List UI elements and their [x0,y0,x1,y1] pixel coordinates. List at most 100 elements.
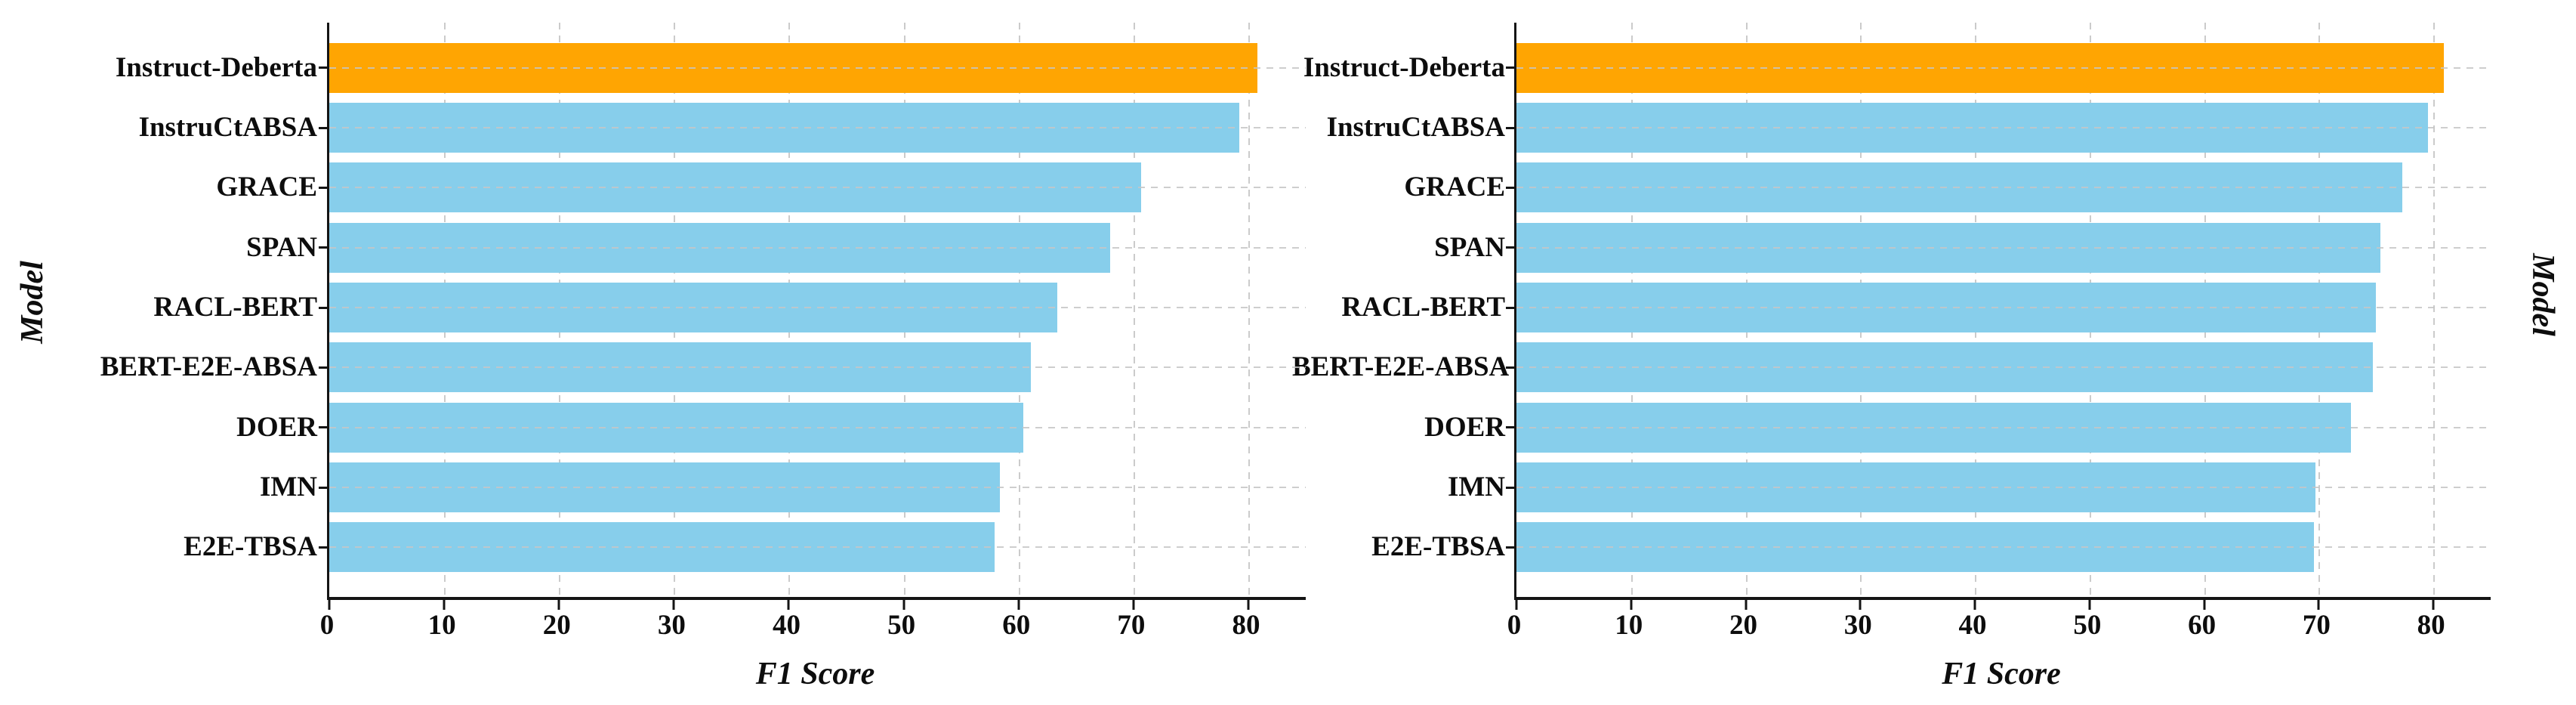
vertical-gridline [1133,23,1135,597]
y-tick-mark [319,366,327,369]
y-axis-tick-labels: Instruct-Deberta InstruCtABSA GRACE SPAN RAC… [14,23,317,597]
vertical-gridline [2433,23,2436,597]
x-tick-mark [2317,600,2320,610]
x-tick-label: 80 [2417,610,2445,641]
x-tick-mark [787,600,790,610]
y-tick-mark [1506,186,1514,189]
horizontal-gridline [329,187,1306,189]
horizontal-gridline [1516,187,2491,189]
y-tick-mark [319,306,327,309]
horizontal-gridline [1516,307,2491,308]
horizontal-gridline [1516,66,2491,69]
x-tick-label: 0 [1507,610,1522,641]
x-tick-mark [328,600,331,610]
x-tick-mark [1745,600,1748,610]
chart-left: Model Instruct-Deberta InstruCtABSA GRACE S… [14,23,1306,691]
chart-right: Model Instruct-Deberta InstruCtABSA GRACE S… [1288,0,2575,705]
x-tick-mark [1859,600,1862,610]
y-tick-mark [1506,66,1514,70]
x-tick-label: 60 [2188,610,2217,641]
y-tick-label-doer: DOER [236,411,317,443]
x-tick-label: 10 [427,610,456,641]
y-tick-label-instructabsa: InstruCtABSA [138,112,317,143]
x-tick-label: 30 [657,610,686,641]
x-tick-mark [672,600,675,610]
y-tick-label-instruct-deberta: Instruct-Deberta [115,51,317,83]
horizontal-gridline [1516,426,2491,428]
y-tick-label-imn: IMN [1447,472,1505,502]
y-tick-mark [319,186,327,189]
x-tick-label: 80 [1232,610,1260,641]
horizontal-gridline [1516,127,2491,128]
y-tick-label-instructabsa: InstruCtABSA [1326,112,1505,143]
horizontal-gridline [1516,546,2491,549]
y-axis-tick-labels: Instruct-Deberta InstruCtABSA GRACE SPAN RAC… [1292,23,1510,597]
y-tick-label-imn: IMN [259,472,317,502]
y-tick-label-doer: DOER [1424,411,1505,443]
horizontal-gridline [1516,366,2491,369]
horizontal-gridline [1516,487,2491,488]
horizontal-gridline [1516,246,2491,249]
y-tick-mark [1506,126,1514,129]
vertical-gridline [1248,23,1250,597]
horizontal-gridline [329,487,1306,488]
horizontal-gridline [329,66,1306,69]
x-tick-mark [2088,600,2091,610]
y-tick-mark [1506,366,1514,369]
y-tick-mark [319,66,327,70]
y-tick-label-racl-bert: RACL-BERT [153,292,317,323]
y-tick-mark [319,546,327,549]
x-tick-label: 70 [1117,610,1146,641]
x-tick-mark [1515,600,1518,610]
x-tick-label: 60 [1002,610,1031,641]
x-axis-title: F1 Score [1942,657,2061,691]
y-tick-mark [319,246,327,249]
horizontal-gridline [329,127,1306,128]
y-tick-label-e2e-tbsa: E2E-TBSA [1371,531,1505,563]
y-axis-title: Model [2525,253,2560,336]
x-tick-label: 0 [319,610,335,641]
x-tick-label: 20 [542,610,571,641]
x-tick-label: 70 [2302,610,2331,641]
x-tick-mark [1247,600,1250,610]
x-tick-label: 30 [1843,610,1872,641]
plot-area [319,23,1306,610]
x-tick-mark [1630,600,1633,610]
y-tick-mark [1506,486,1514,489]
x-axis-tick-labels: 0 10 20 30 40 50 60 70 80 [320,609,1303,644]
horizontal-gridline [329,546,1306,549]
y-tick-mark [1506,426,1514,429]
horizontal-gridline [329,426,1306,428]
y-tick-label-bert-e2e-absa: BERT-E2E-ABSA [1292,351,1510,383]
x-tick-label: 50 [887,610,916,641]
y-tick-label-span: SPAN [1434,231,1505,263]
y-tick-mark [1506,246,1514,249]
x-tick-label: 20 [1729,610,1758,641]
x-tick-label: 40 [1958,610,1987,641]
horizontal-gridline [329,307,1306,308]
plot-area [1506,23,2491,610]
x-tick-mark [2432,600,2435,610]
x-tick-mark [2203,600,2206,610]
y-tick-mark [319,486,327,489]
y-tick-mark [319,426,327,429]
y-tick-mark [319,126,327,129]
x-tick-label: 40 [772,610,801,641]
horizontal-gridline [329,366,1306,369]
y-tick-label-instruct-deberta: Instruct-Deberta [1303,51,1505,83]
y-tick-label-grace: GRACE [216,172,317,203]
y-tick-label-span: SPAN [246,231,317,263]
horizontal-gridline [329,246,1306,249]
x-tick-mark [557,600,560,610]
y-tick-label-grace: GRACE [1404,172,1505,203]
x-axis-title: F1 Score [755,657,875,691]
x-tick-label: 10 [1615,610,1643,641]
x-tick-label: 50 [2073,610,2102,641]
y-tick-mark [1506,306,1514,309]
y-tick-mark [1506,546,1514,549]
x-axis-tick-labels: 0 10 20 30 40 50 60 70 80 [1507,609,2488,644]
x-tick-mark [1973,600,1976,610]
x-tick-mark [443,600,446,610]
x-tick-mark [1017,600,1020,610]
y-tick-label-racl-bert: RACL-BERT [1341,292,1505,323]
